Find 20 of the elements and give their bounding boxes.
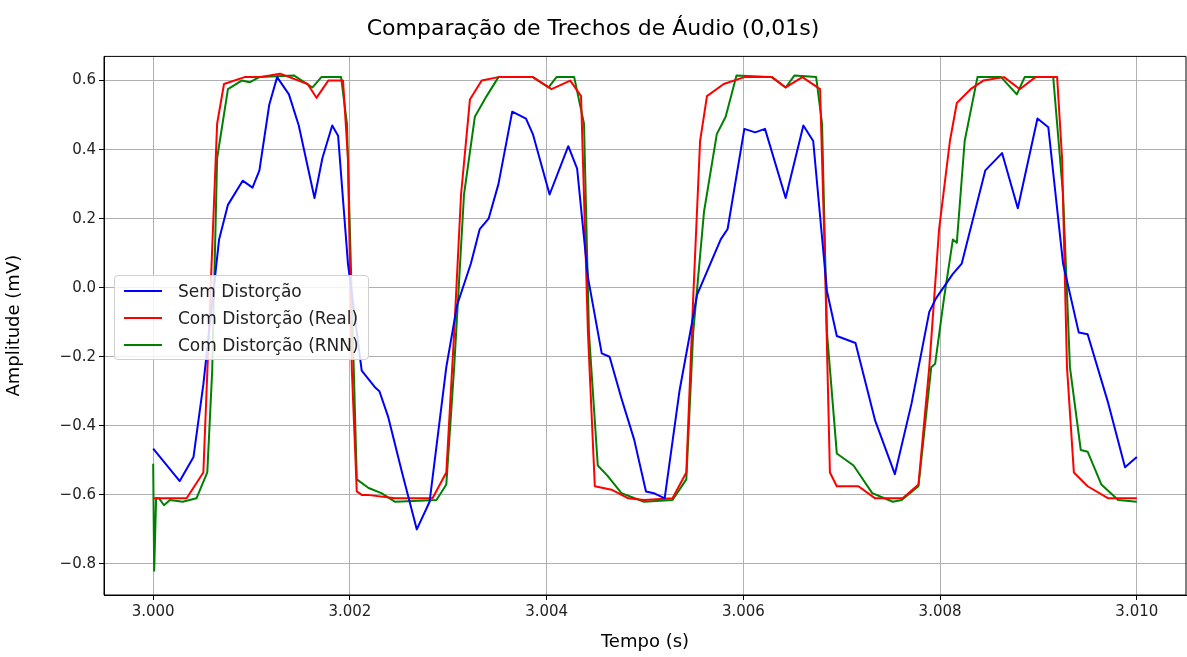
y-tick-label: −0.6	[59, 484, 96, 503]
legend-label: Com Distorção (Real)	[178, 307, 359, 328]
y-tick-label: −0.8	[59, 553, 96, 572]
x-tick-label: 3.006	[721, 601, 765, 620]
y-tick-label: 0.4	[72, 139, 96, 158]
chart-title: Comparação de Trechos de Áudio (0,01s)	[366, 14, 820, 40]
legend-label: Com Distorção (RNN)	[178, 334, 359, 355]
x-tick-label: 3.008	[918, 601, 962, 620]
legend-label: Sem Distorção	[178, 280, 302, 301]
y-tick-label: 0.0	[72, 277, 96, 296]
y-tick-label: −0.2	[59, 346, 96, 365]
y-tick-label: 0.2	[72, 208, 96, 227]
x-tick-label: 3.010	[1115, 601, 1159, 620]
x-tick-label: 3.004	[525, 601, 569, 620]
x-tick-label: 3.002	[328, 601, 372, 620]
y-tick-label: −0.4	[59, 415, 96, 434]
x-tick-label: 3.000	[131, 601, 175, 620]
x-axis-title: Tempo (s)	[599, 629, 690, 651]
y-tick-label: 0.6	[72, 70, 96, 89]
y-axis-title: Amplitude (mV)	[2, 254, 24, 397]
